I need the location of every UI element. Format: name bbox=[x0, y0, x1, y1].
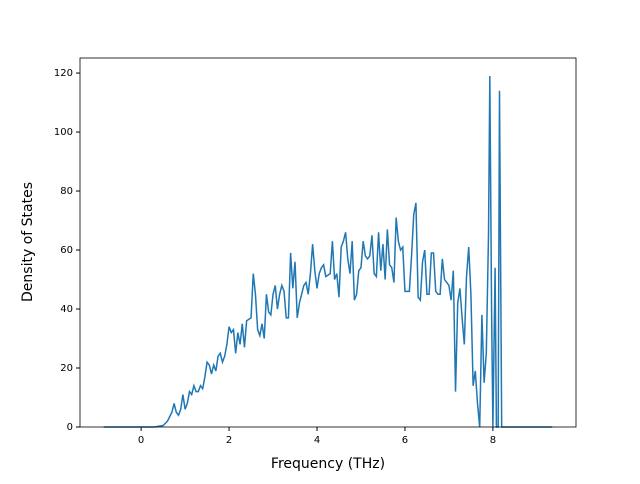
x-tick-label: 4 bbox=[314, 435, 320, 446]
x-axis-title: Frequency (THz) bbox=[271, 456, 385, 472]
y-tick-label: 100 bbox=[54, 127, 73, 138]
y-tick-label: 40 bbox=[60, 304, 73, 315]
y-tick-label: 60 bbox=[60, 245, 73, 256]
x-tick-label: 0 bbox=[138, 435, 144, 446]
y-axis-title: Density of States bbox=[20, 182, 36, 302]
x-tick-label: 6 bbox=[402, 435, 408, 446]
plot-frame bbox=[79, 57, 577, 428]
x-tick-label: 2 bbox=[226, 435, 232, 446]
y-tick-label: 20 bbox=[60, 363, 73, 374]
y-tick-label: 120 bbox=[54, 68, 73, 79]
series-line bbox=[103, 75, 553, 428]
x-tick-label: 8 bbox=[490, 435, 496, 446]
y-tick-label: 0 bbox=[67, 422, 73, 433]
y-tick-label: 80 bbox=[60, 186, 73, 197]
